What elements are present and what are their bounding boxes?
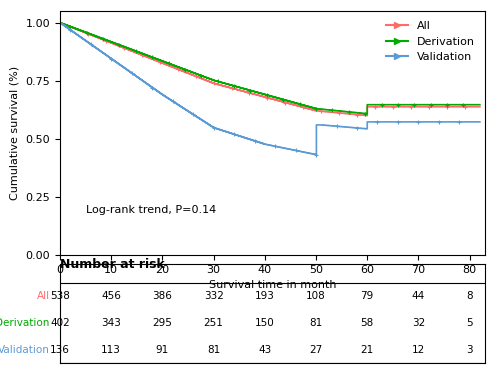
- Derivation: [392, 102, 398, 107]
- Derivation: [477, 102, 483, 107]
- All: [227, 85, 233, 90]
- All: [242, 90, 248, 94]
- Text: 44: 44: [412, 291, 425, 301]
- Validation: [346, 125, 352, 130]
- Text: 193: 193: [255, 291, 275, 301]
- Text: 136: 136: [50, 345, 70, 355]
- Text: 251: 251: [204, 318, 224, 328]
- All: [57, 20, 63, 25]
- Line: Validation: Validation: [60, 23, 480, 155]
- Validation: [100, 51, 106, 55]
- Text: 108: 108: [306, 291, 326, 301]
- Derivation: [227, 83, 233, 87]
- Text: 332: 332: [204, 291, 224, 301]
- Validation: [385, 120, 391, 124]
- Line: All: All: [60, 23, 480, 115]
- Text: 32: 32: [412, 318, 425, 328]
- Text: 538: 538: [50, 291, 70, 301]
- Text: 8: 8: [466, 291, 473, 301]
- All: [392, 105, 398, 109]
- All: [477, 105, 483, 109]
- Text: 343: 343: [102, 318, 121, 328]
- Text: 27: 27: [310, 345, 322, 355]
- Text: 113: 113: [102, 345, 121, 355]
- Text: 43: 43: [258, 345, 272, 355]
- Text: 91: 91: [156, 345, 169, 355]
- Text: 456: 456: [102, 291, 121, 301]
- Text: 295: 295: [152, 318, 172, 328]
- Text: 3: 3: [466, 345, 473, 355]
- Text: 386: 386: [152, 291, 172, 301]
- All: [346, 112, 352, 116]
- Derivation: [346, 110, 352, 114]
- Text: Log-rank trend, P=0.14: Log-rank trend, P=0.14: [86, 205, 216, 215]
- Validation: [242, 135, 248, 140]
- Text: 79: 79: [360, 291, 374, 301]
- Validation: [227, 131, 233, 135]
- Derivation: [242, 87, 248, 91]
- Derivation: [364, 111, 370, 116]
- Y-axis label: Cumulative survival (%): Cumulative survival (%): [10, 66, 20, 200]
- Line: Derivation: Derivation: [60, 23, 480, 114]
- Validation: [477, 120, 483, 124]
- X-axis label: Survival time in month: Survival time in month: [209, 280, 336, 290]
- Derivation: [100, 37, 106, 41]
- Text: 81: 81: [207, 345, 220, 355]
- Text: Validation: Validation: [0, 345, 50, 355]
- Validation: [313, 152, 319, 157]
- Text: 402: 402: [50, 318, 70, 328]
- Derivation: [57, 20, 63, 25]
- Validation: [392, 120, 398, 124]
- Text: 150: 150: [255, 318, 274, 328]
- Text: 81: 81: [310, 318, 322, 328]
- Text: 5: 5: [466, 318, 473, 328]
- Validation: [57, 20, 63, 25]
- Text: 12: 12: [412, 345, 425, 355]
- Legend: All, Derivation, Validation: All, Derivation, Validation: [382, 17, 480, 67]
- Text: All: All: [36, 291, 50, 301]
- Text: 58: 58: [360, 318, 374, 328]
- Text: 21: 21: [360, 345, 374, 355]
- Text: Derivation: Derivation: [0, 318, 50, 328]
- Text: Number at risk: Number at risk: [60, 259, 165, 272]
- All: [364, 113, 370, 118]
- All: [385, 105, 391, 109]
- Derivation: [385, 102, 391, 107]
- All: [100, 37, 106, 42]
